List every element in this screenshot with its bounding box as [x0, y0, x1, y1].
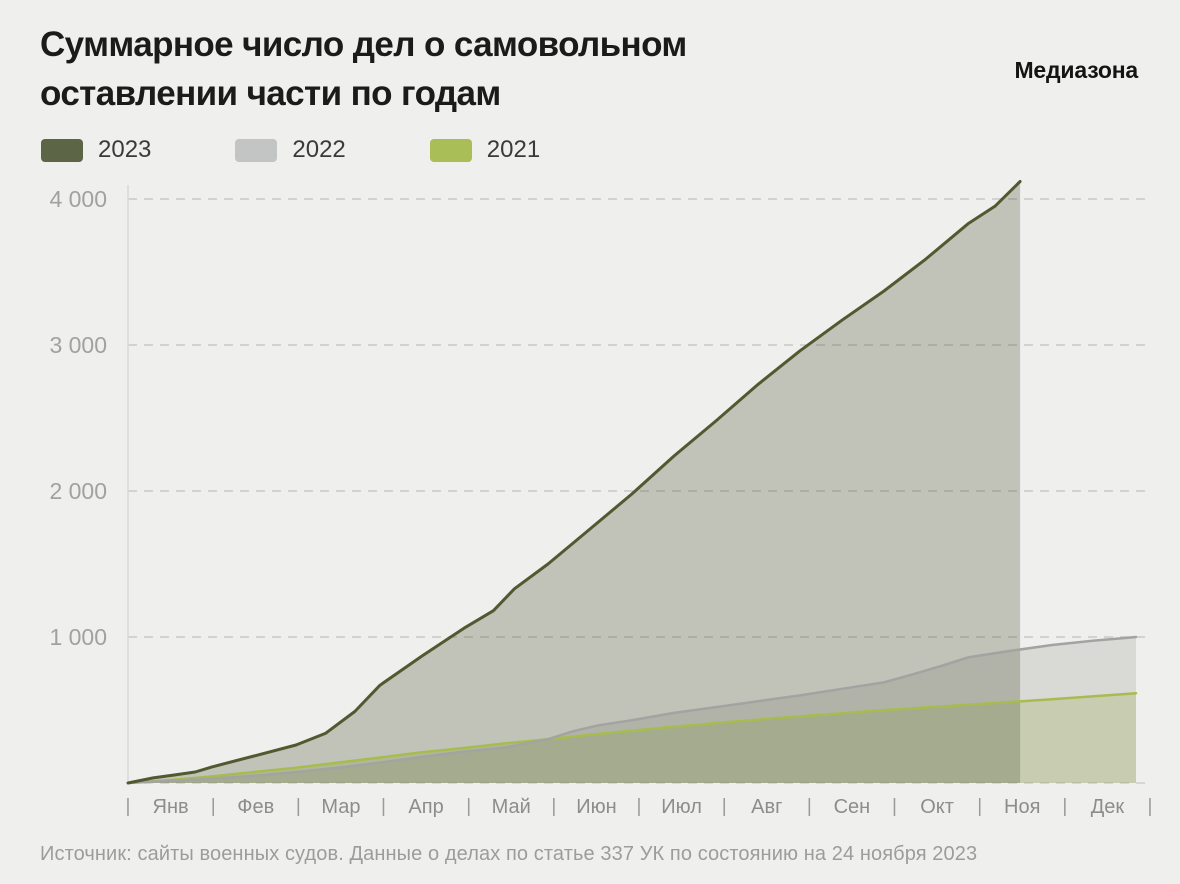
- x-axis-separator: |: [807, 796, 812, 817]
- x-tick-label-Июл: Июл: [661, 796, 702, 818]
- x-axis-separator: |: [381, 796, 386, 817]
- legend-label-2021: 2021: [486, 136, 541, 163]
- y-tick-label-1000: 1 000: [49, 624, 107, 650]
- x-tick-label-Окт: Окт: [920, 796, 954, 818]
- x-tick-label-Сен: Сен: [834, 796, 871, 818]
- chart-title-line2: оставлении части по годам: [40, 74, 501, 113]
- series-area-2022: [128, 637, 1136, 783]
- series-line-2022: [126, 635, 1138, 785]
- x-axis-separator: |: [637, 796, 642, 817]
- y-tick-label-3000: 3 000: [49, 332, 107, 358]
- x-axis-separator: |: [1148, 796, 1153, 817]
- legend-swatch-2022: [235, 138, 278, 162]
- series-area-2023: [128, 181, 1021, 783]
- x-axis-separator: |: [466, 796, 471, 817]
- x-axis-separator: |: [211, 796, 216, 817]
- legend-label-2022: 2022: [292, 136, 346, 163]
- x-tick-label-Мар: Мар: [321, 796, 360, 818]
- x-axis-separator: |: [551, 796, 556, 817]
- x-axis-separator: |: [892, 796, 897, 817]
- x-tick-label-Апр: Апр: [408, 796, 443, 818]
- y-tick-label-4000: 4 000: [49, 186, 107, 212]
- y-tick-label-2000: 2 000: [49, 478, 107, 504]
- series-line-2021: [126, 691, 1138, 785]
- x-tick-label-Май: Май: [492, 796, 531, 818]
- x-axis-separator: |: [1062, 796, 1067, 817]
- legend-item-2021: 2021: [429, 136, 541, 164]
- series-line-2023: [126, 180, 1022, 785]
- x-axis-separator: |: [722, 796, 727, 817]
- brand-logo: Медиазона: [1014, 57, 1138, 83]
- legend-swatch-2021: [429, 138, 472, 162]
- legend: 2023 2022 2021: [41, 136, 540, 164]
- chart-title-line1: Суммарное число дел о самовольном: [40, 25, 687, 64]
- x-tick-label-Фев: Фев: [237, 796, 274, 818]
- legend-item-2022: 2022: [235, 136, 346, 164]
- x-tick-label-Июн: Июн: [576, 796, 616, 818]
- chart-title: Суммарное число дел о самовольном оставл…: [40, 20, 900, 118]
- x-axis-separator: |: [126, 796, 131, 817]
- x-axis-separator: |: [977, 796, 982, 817]
- legend-label-2023: 2023: [98, 136, 152, 163]
- x-tick-label-Янв: Янв: [153, 796, 189, 818]
- legend-swatch-2023: [41, 138, 83, 162]
- source-note: Источник: сайты военных судов. Данные о …: [40, 843, 978, 865]
- x-axis-separator: |: [296, 796, 301, 817]
- series-area-2021: [128, 693, 1136, 783]
- x-tick-label-Авг: Авг: [751, 796, 782, 818]
- x-tick-label-Ноя: Ноя: [1004, 796, 1040, 818]
- legend-item-2023: 2023: [41, 136, 151, 164]
- x-tick-label-Дек: Дек: [1091, 796, 1125, 818]
